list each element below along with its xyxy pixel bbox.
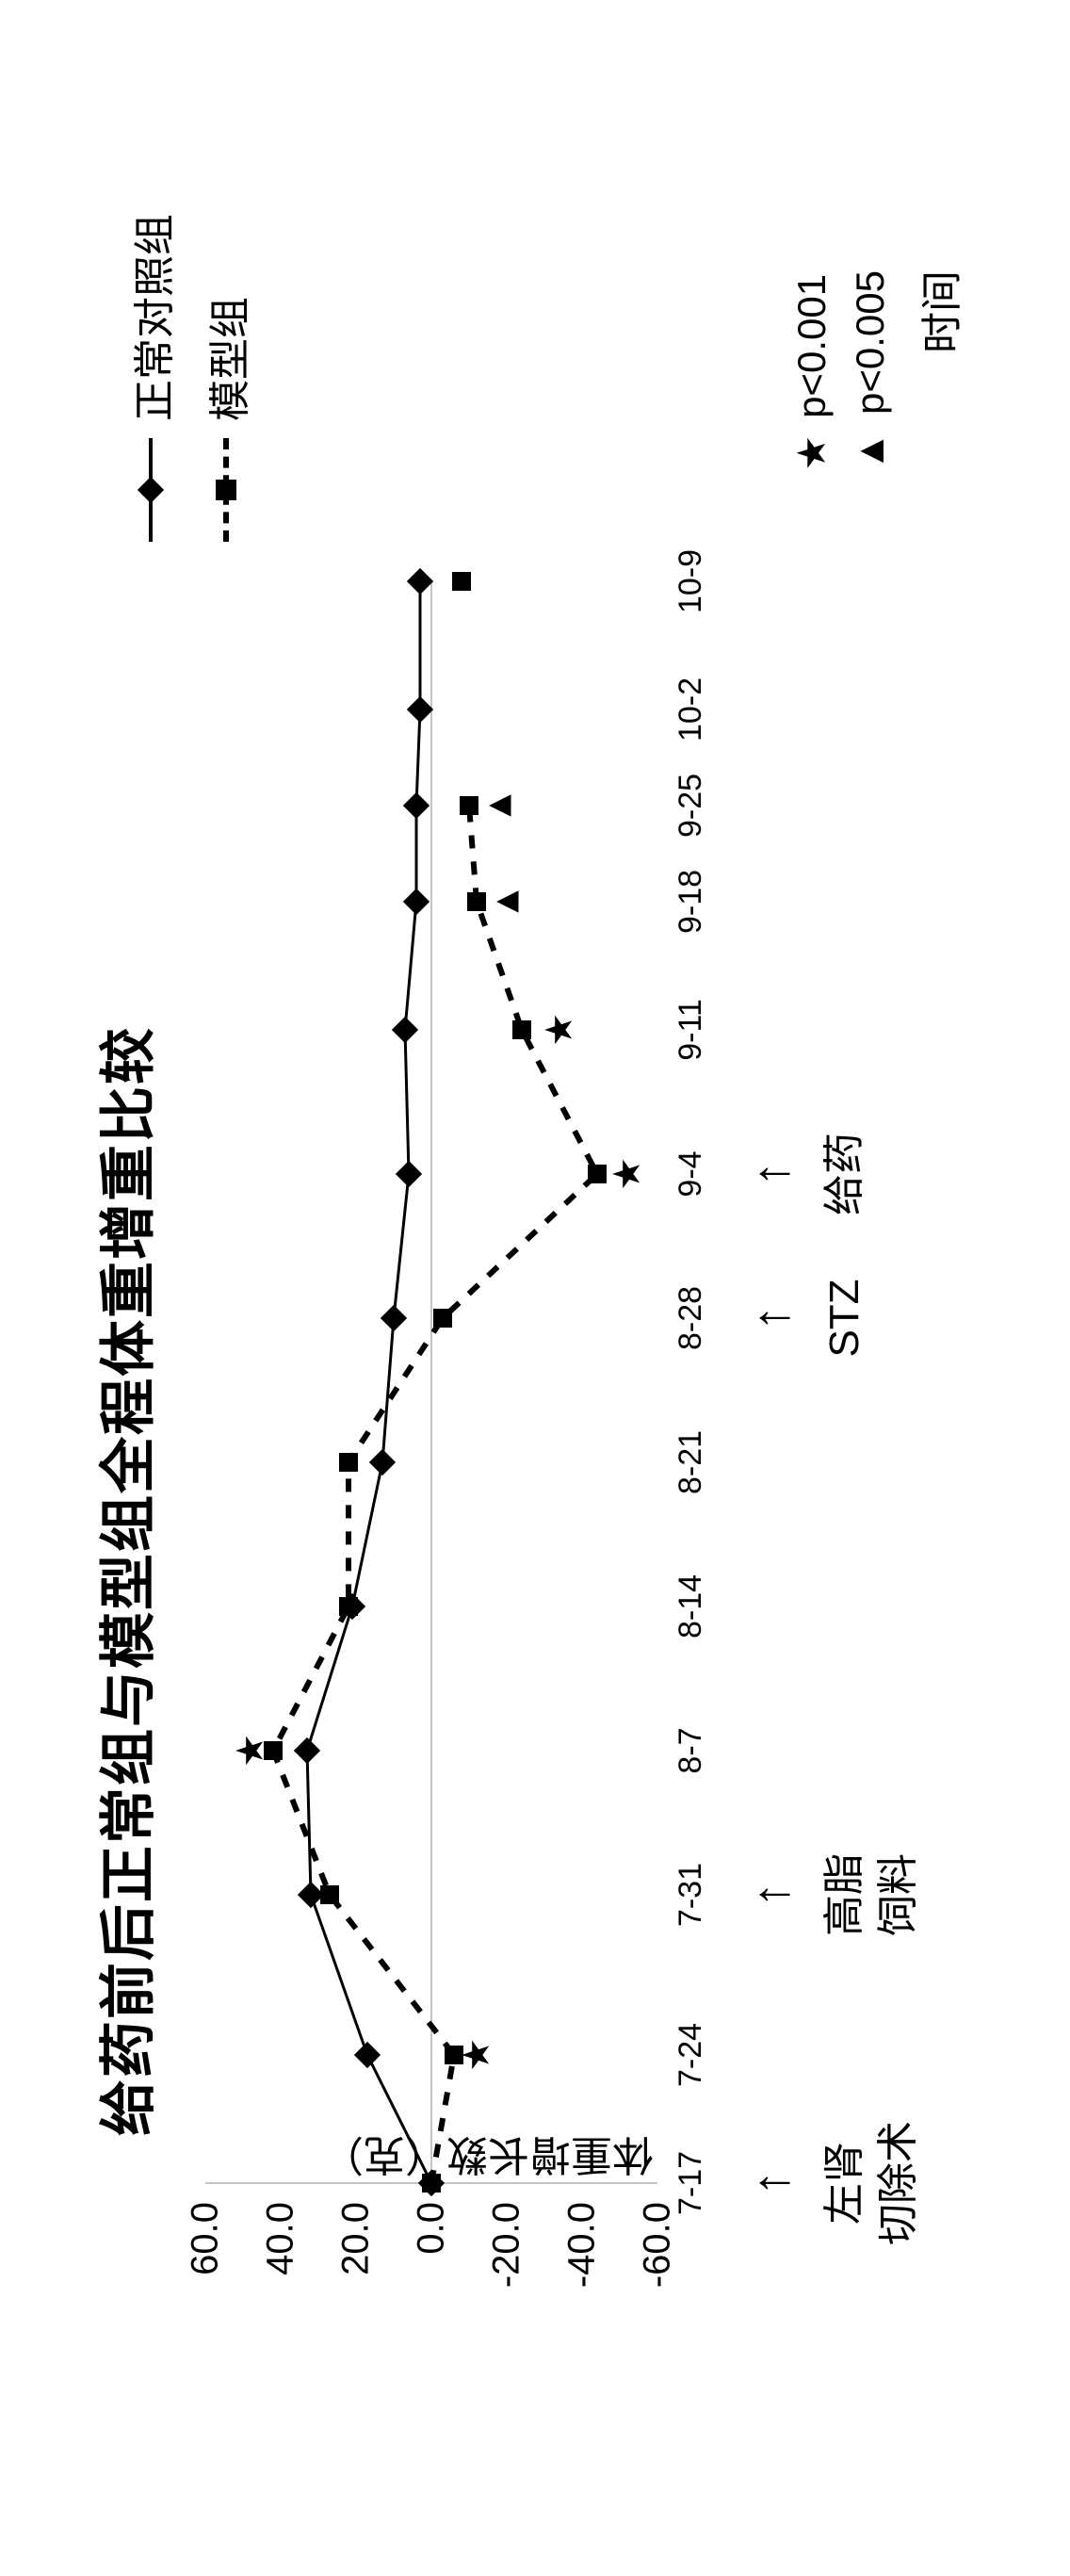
triangle-icon: ▲: [486, 883, 528, 921]
legend-label: 正常对照组: [121, 214, 181, 421]
legend: 正常对照组 模型组: [121, 214, 271, 542]
x-tick: 7-17: [673, 2151, 709, 2215]
y-tick: 40.0: [260, 2202, 302, 2275]
sig-label: p<0.005: [848, 270, 893, 415]
star-icon: ★: [788, 435, 835, 471]
star-icon: ★: [455, 2038, 498, 2072]
y-tick: 60.0: [185, 2202, 227, 2275]
x-tick: 7-31: [673, 1863, 709, 1927]
event-arrow-icon: ↑: [742, 1883, 801, 1908]
x-tick: 9-11: [673, 999, 709, 1061]
time-axis-label: 时间: [908, 270, 968, 353]
x-tick: 8-7: [673, 1727, 709, 1773]
x-tick: 9-25: [673, 774, 709, 838]
x-tick: 9-18: [673, 870, 709, 934]
event-label: 左肾切除术: [818, 2121, 925, 2245]
event-label: STZ: [818, 1279, 871, 1357]
chart-title: 给药前后正常组与模型组全程体重增重比较: [83, 1026, 165, 2136]
x-tick: 9-4: [673, 1150, 709, 1197]
triangle-icon: ▲: [848, 432, 893, 471]
sig-label: p<0.001: [789, 274, 835, 418]
x-tick: 7-24: [673, 2023, 709, 2087]
x-tick: 8-28: [673, 1286, 709, 1350]
legend-marker-dash: [223, 438, 229, 542]
legend-label: 模型组: [196, 297, 256, 421]
plot-area: ★ ★ ★ ★ ▲ ▲: [205, 581, 657, 2183]
x-tick: 10-2: [673, 677, 709, 742]
significance-legend: ★ p<0.001 ▲ p<0.005: [788, 270, 893, 471]
sig-star-row: ★ p<0.001: [788, 270, 835, 471]
sig-triangle-row: ▲ p<0.005: [848, 270, 893, 471]
star-icon: ★: [606, 1157, 649, 1191]
triangle-icon: ▲: [478, 787, 521, 824]
chart-wrapper: 给药前后正常组与模型组全程体重增重比较 体重增长数（克） -60.0-40.0-…: [64, 157, 1006, 2419]
legend-item-control: 正常对照组: [121, 214, 181, 542]
event-label: 给药: [818, 1133, 871, 1215]
event-arrow-icon: ↑: [742, 1306, 801, 1331]
event-arrow-icon: ↑: [742, 1162, 801, 1187]
event-arrow-icon: ↑: [742, 2171, 801, 2196]
star-icon: ★: [538, 1013, 581, 1047]
legend-marker-solid: [149, 438, 153, 542]
y-tick: -40.0: [561, 2202, 604, 2288]
x-tick: 10-9: [673, 549, 709, 613]
event-label: 高脂饲料: [818, 1853, 925, 1936]
legend-item-model: 模型组: [196, 214, 256, 542]
y-tick: 20.0: [335, 2202, 378, 2275]
star-icon: ★: [229, 1734, 272, 1768]
x-tick: 8-21: [673, 1430, 709, 1494]
y-tick: -20.0: [486, 2202, 528, 2288]
y-tick: 0.0: [411, 2202, 453, 2255]
x-tick: 8-14: [673, 1574, 709, 1639]
